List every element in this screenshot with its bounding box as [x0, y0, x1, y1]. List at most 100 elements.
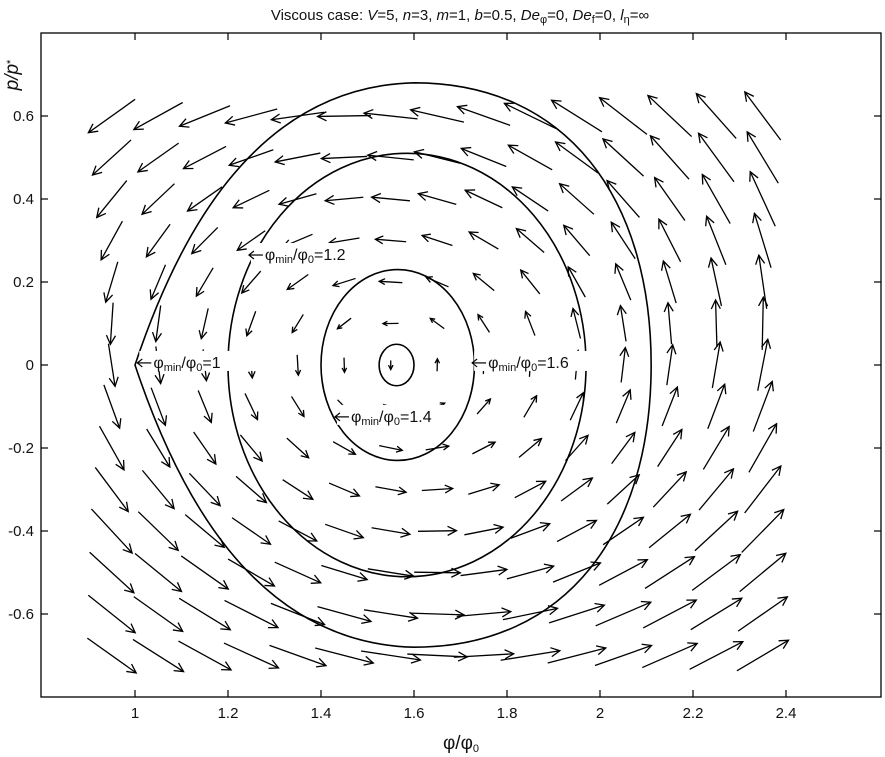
vector-arrow — [236, 230, 266, 252]
vector-arrow — [569, 391, 585, 421]
vector-arrow — [615, 388, 632, 424]
vector-arrow — [87, 594, 137, 634]
vector-arrow — [360, 650, 422, 664]
vector-arrow — [477, 313, 491, 333]
vector-arrow — [757, 337, 772, 391]
vector-arrow — [606, 473, 641, 505]
vector-arrow — [595, 600, 653, 627]
y-tick-label: 0.4 — [13, 191, 34, 208]
vector-arrow — [558, 182, 595, 215]
vector-arrow — [373, 235, 407, 245]
vector-arrow — [328, 482, 361, 498]
vector-arrow — [103, 384, 122, 430]
vector-arrow — [136, 142, 180, 173]
vector-arrow — [658, 217, 682, 263]
vector-arrow — [362, 108, 418, 120]
vector-arrow — [377, 278, 403, 286]
vector-arrow — [695, 92, 737, 139]
vector-arrow — [500, 647, 562, 661]
vector-arrow — [94, 467, 130, 513]
vector-arrow — [598, 96, 648, 135]
x-tick-label: 1 — [131, 705, 139, 722]
vector-arrow — [523, 394, 538, 418]
contour-annotations: φmin/φ0=1 φmin/φ0=1.2 φmin/φ0=1.4 φmin/φ0=1… — [136, 243, 593, 428]
vector-arrow — [240, 270, 262, 295]
vector-arrow — [140, 183, 175, 216]
vector-arrow — [737, 596, 789, 632]
vector-arrow — [190, 226, 219, 255]
vector-arrow — [646, 94, 693, 138]
vector-arrow — [752, 211, 772, 268]
vector-arrow — [506, 563, 556, 580]
vector-arrow — [421, 484, 455, 494]
vector-arrow — [224, 599, 280, 629]
y-axis-label: p/p* — [2, 59, 23, 91]
vector-arrow — [657, 428, 683, 467]
contour-annotation: φmin/φ0=1.2 — [247, 243, 369, 266]
vector-arrow — [749, 170, 776, 227]
vector-arrow — [548, 602, 606, 624]
contour-annotation: φmin/φ0=1 — [136, 350, 258, 374]
vector-arrow — [132, 638, 185, 673]
vector-arrow — [698, 467, 735, 511]
vector-arrow — [274, 561, 323, 584]
vector-arrow — [556, 519, 598, 543]
vector-arrow — [743, 90, 782, 141]
x-axis-label: φ/φ0 — [443, 733, 479, 755]
vector-arrow — [514, 480, 547, 499]
vector-arrow — [315, 647, 375, 666]
vector-arrow — [277, 193, 317, 207]
vector-arrow — [660, 259, 677, 304]
vector-arrow — [105, 302, 117, 346]
vector-arrow — [151, 305, 163, 343]
vector-arrow — [321, 564, 369, 582]
vector-arrow — [103, 261, 119, 304]
vector-arrow — [188, 472, 222, 507]
vector-arrow — [375, 486, 408, 496]
vector-arrow — [239, 434, 264, 463]
vector-arrow — [371, 527, 412, 538]
vector-arrow — [689, 640, 745, 670]
vector-arrow — [269, 644, 328, 668]
vector-arrow — [231, 189, 270, 209]
vector-arrow — [227, 149, 274, 168]
contour-annotation-label: φmin/φ0=1 — [153, 355, 220, 374]
vector-arrow — [381, 320, 399, 327]
vector-arrow — [414, 567, 462, 578]
contour-line-4 — [378, 343, 415, 387]
vector-arrow — [453, 649, 516, 660]
vector-arrow — [691, 553, 742, 591]
vector-arrow — [594, 643, 653, 667]
vector-arrow — [270, 602, 326, 627]
vector-arrow — [89, 551, 135, 594]
chart-title: Viscous case: V=5, n=3, m=1, b=0.5, Deφ=… — [271, 7, 650, 26]
vector-arrow — [550, 99, 603, 133]
vector-arrow — [690, 597, 744, 631]
contour-annotation-label: φmin/φ0=1.6 — [488, 355, 569, 374]
vector-arrow — [507, 144, 553, 171]
vector-arrow — [424, 276, 449, 288]
vector-arrow — [317, 605, 373, 625]
vector-arrow — [244, 393, 259, 421]
contour-line-1 — [134, 81, 652, 649]
vector-arrow — [701, 173, 731, 224]
vector-arrow — [697, 132, 735, 183]
vector-arrow — [503, 102, 557, 130]
vector-arrow — [95, 180, 128, 219]
x-axis: 1 1.2 1.4 1.6 1.8 2 2.2 2.4 — [131, 33, 796, 722]
vector-arrow — [519, 268, 541, 295]
vector-arrow — [711, 340, 724, 389]
vector-arrow — [661, 385, 679, 427]
vector-arrow — [178, 640, 233, 671]
vector-arrow — [145, 223, 171, 258]
contour-annotation: φmin/φ0=1.4 — [333, 404, 455, 428]
vector-arrow — [547, 645, 608, 664]
vector-arrow — [150, 387, 168, 427]
vector-arrow — [186, 186, 223, 212]
vector-arrow — [195, 267, 214, 298]
vector-arrow — [642, 642, 699, 669]
x-tick-label: 1.4 — [311, 705, 332, 722]
vector-arrow — [570, 307, 582, 339]
vector-arrow — [290, 396, 305, 418]
vector-arrow — [182, 145, 227, 170]
